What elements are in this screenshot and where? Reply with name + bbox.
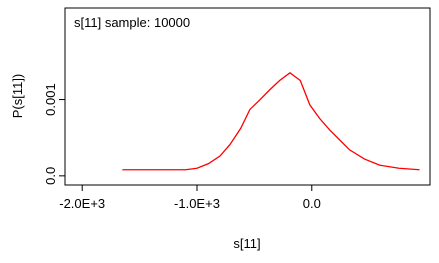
x-tick-label: 0.0 <box>303 196 321 211</box>
x-tick-label: -2.0E+3 <box>59 196 105 211</box>
plot-frame <box>65 8 430 185</box>
density-line <box>122 73 419 170</box>
chart: s[11] sample: 10000 s[11] P(s[11]) -2.0E… <box>0 0 439 258</box>
chart-title: s[11] sample: 10000 <box>74 15 190 30</box>
x-tick-label: -1.0E+3 <box>174 196 220 211</box>
x-axis-label: s[11] <box>233 236 260 251</box>
y-tick-label: 0.0 <box>43 167 58 185</box>
y-tick-label: 0.001 <box>43 83 58 116</box>
y-axis-label: P(s[11]) <box>10 74 25 119</box>
